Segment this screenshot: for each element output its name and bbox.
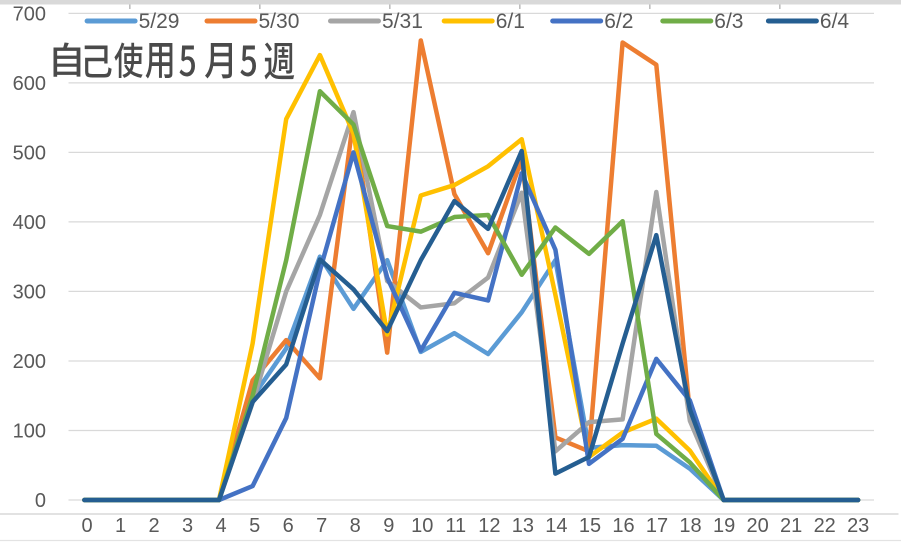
svg-text:22: 22: [814, 515, 836, 537]
svg-text:1: 1: [115, 515, 126, 537]
svg-text:4: 4: [216, 515, 227, 537]
svg-text:0: 0: [35, 490, 46, 512]
svg-text:14: 14: [545, 515, 567, 537]
svg-text:11: 11: [445, 515, 466, 537]
svg-text:13: 13: [512, 515, 534, 537]
svg-text:2: 2: [149, 515, 160, 537]
svg-text:9: 9: [383, 515, 394, 537]
svg-text:12: 12: [478, 515, 500, 537]
svg-text:500: 500: [13, 142, 46, 164]
svg-text:5/29: 5/29: [139, 10, 180, 33]
svg-text:10: 10: [411, 515, 433, 537]
svg-text:19: 19: [713, 515, 735, 537]
svg-text:600: 600: [13, 73, 46, 95]
svg-text:6/4: 6/4: [820, 10, 850, 33]
svg-text:6/3: 6/3: [714, 10, 743, 33]
svg-text:6: 6: [283, 515, 294, 537]
svg-text:0: 0: [81, 515, 92, 537]
svg-text:17: 17: [646, 515, 668, 537]
svg-text:200: 200: [13, 351, 46, 373]
svg-text:400: 400: [13, 212, 46, 234]
svg-text:8: 8: [350, 515, 361, 537]
svg-text:6/2: 6/2: [604, 10, 633, 33]
svg-text:5/30: 5/30: [259, 10, 300, 33]
svg-text:16: 16: [612, 515, 634, 537]
svg-text:18: 18: [679, 515, 701, 537]
svg-text:21: 21: [780, 515, 802, 537]
svg-text:7: 7: [316, 515, 327, 537]
svg-text:15: 15: [579, 515, 601, 537]
svg-text:3: 3: [182, 515, 193, 537]
svg-text:700: 700: [13, 3, 46, 25]
svg-text:5: 5: [249, 515, 260, 537]
svg-text:5/31: 5/31: [382, 10, 423, 33]
svg-text:6/1: 6/1: [496, 10, 525, 33]
svg-text:23: 23: [847, 515, 869, 537]
svg-text:300: 300: [13, 281, 46, 303]
svg-text:20: 20: [746, 515, 768, 537]
svg-text:100: 100: [13, 421, 46, 443]
